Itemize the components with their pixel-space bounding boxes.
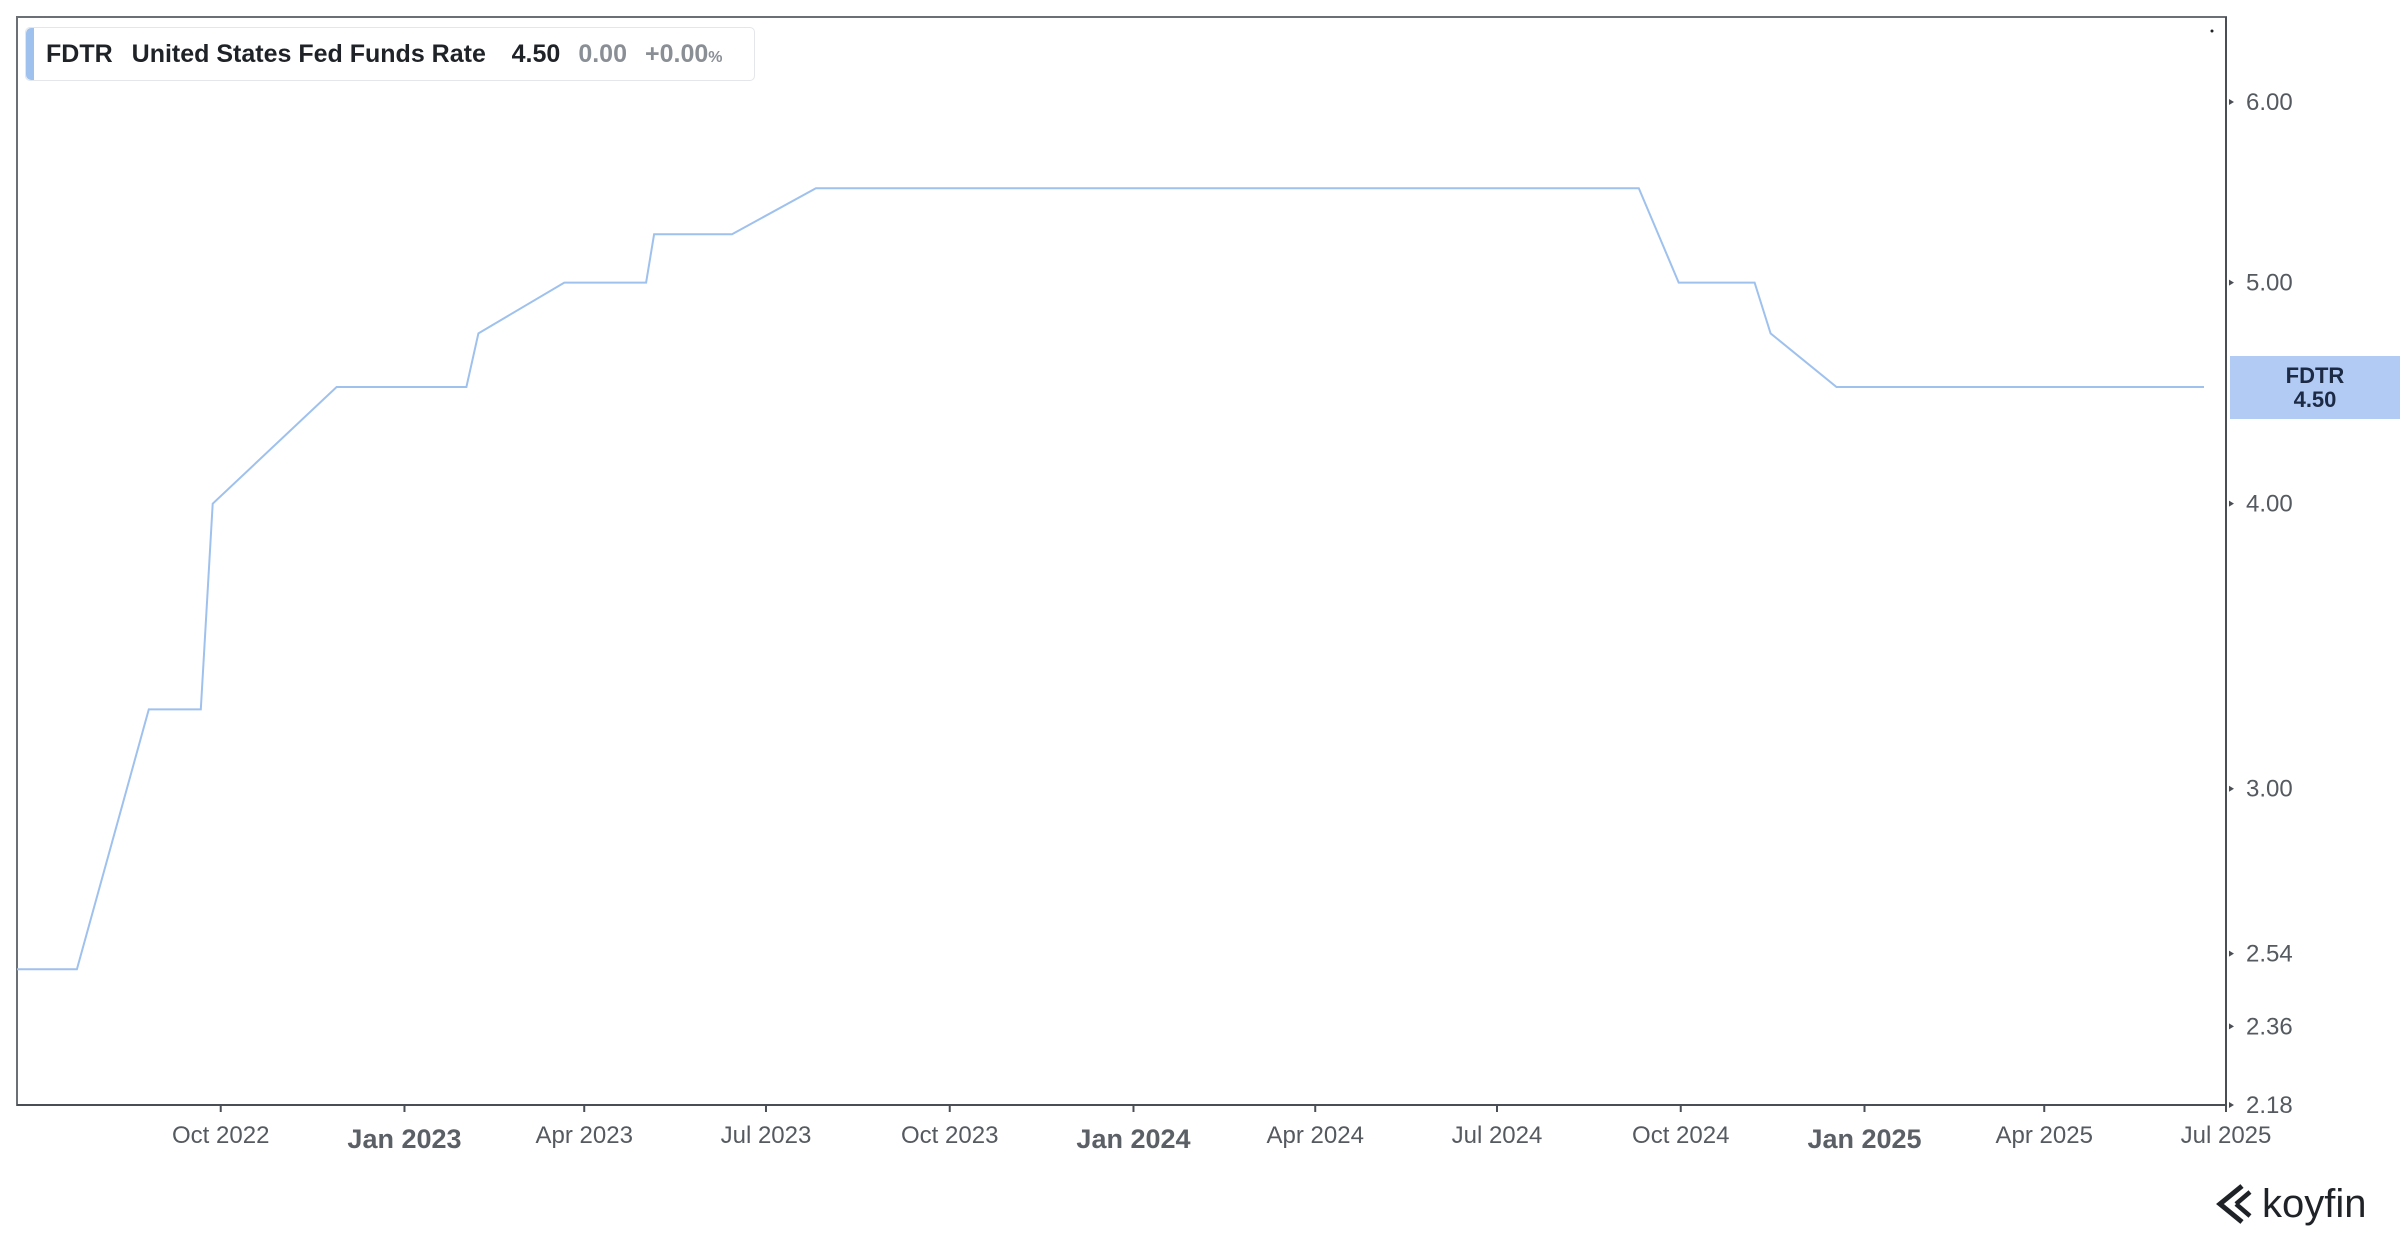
y-tick-label: 6.00 [2246,89,2293,116]
x-tick-label: Jan 2023 [347,1124,461,1154]
legend-change: 0.00 [578,39,627,68]
y-tick-mark [2229,500,2234,507]
x-tick-label: Apr 2024 [1267,1122,1364,1149]
koyfin-logo-icon [2216,1184,2252,1224]
y-tick-label: 5.00 [2246,270,2293,297]
legend-series-name: United States Fed Funds Rate [131,39,486,68]
legend-change-percent: +0.00% [645,40,723,69]
x-tick-label: Jul 2023 [721,1122,812,1149]
price-tag-ticker: FDTR [2285,362,2345,388]
y-tick-mark [2229,785,2234,792]
x-tick-label: Oct 2022 [172,1122,269,1149]
last-price-tag: FDTR 4.50 [2230,356,2400,419]
y-ticks: 6.00 5.00 4.00 3.00 2.54 2.36 2.18 [2229,89,2293,1119]
x-tick-label: Jul 2024 [1452,1122,1543,1149]
legend-color-swatch [26,28,34,80]
y-tick-mark [2229,1102,2234,1108]
plot-frame [16,16,2227,1106]
y-tick-label: 2.36 [2246,1013,2293,1040]
legend-ticker: FDTR [46,39,113,68]
x-tick-label: Jul 2025 [2181,1122,2272,1149]
y-tick-label: 3.00 [2246,776,2293,803]
x-tick-label: Jan 2025 [1807,1124,1921,1154]
y-tick-label: 2.18 [2246,1092,2293,1119]
series-line-fdtr [17,187,2204,971]
series-layer [17,187,2204,971]
legend-percent-sign: % [708,48,723,66]
x-tick-label: Jan 2024 [1076,1124,1190,1154]
y-tick-label: 4.00 [2246,491,2293,518]
brand-logo[interactable]: koyfin [2212,1176,2367,1232]
y-tick-mark [2229,1023,2234,1030]
x-tick-label: Apr 2023 [536,1122,633,1149]
corner-marker [2210,29,2214,33]
x-tick-label: Oct 2023 [901,1122,998,1149]
y-tick-label: 2.54 [2246,941,2293,968]
legend-last-value: 4.50 [511,39,561,68]
brand-name: koyfin [2262,1181,2367,1226]
y-tick-mark [2229,950,2234,957]
series-legend[interactable]: FDTR United States Fed Funds Rate 4.50 0… [25,27,755,81]
y-tick-mark [2229,99,2234,105]
x-tick-label: Oct 2024 [1632,1122,1729,1149]
legend-change-percent-value: +0.00 [645,39,709,68]
price-tag-value: 4.50 [2293,386,2337,412]
y-tick-mark [2229,279,2234,286]
x-tick-label: Apr 2025 [1996,1122,2093,1149]
x-ticks: Oct 2022 Jan 2023 Apr 2023 Jul 2023 Oct 2023… [172,1105,2271,1154]
